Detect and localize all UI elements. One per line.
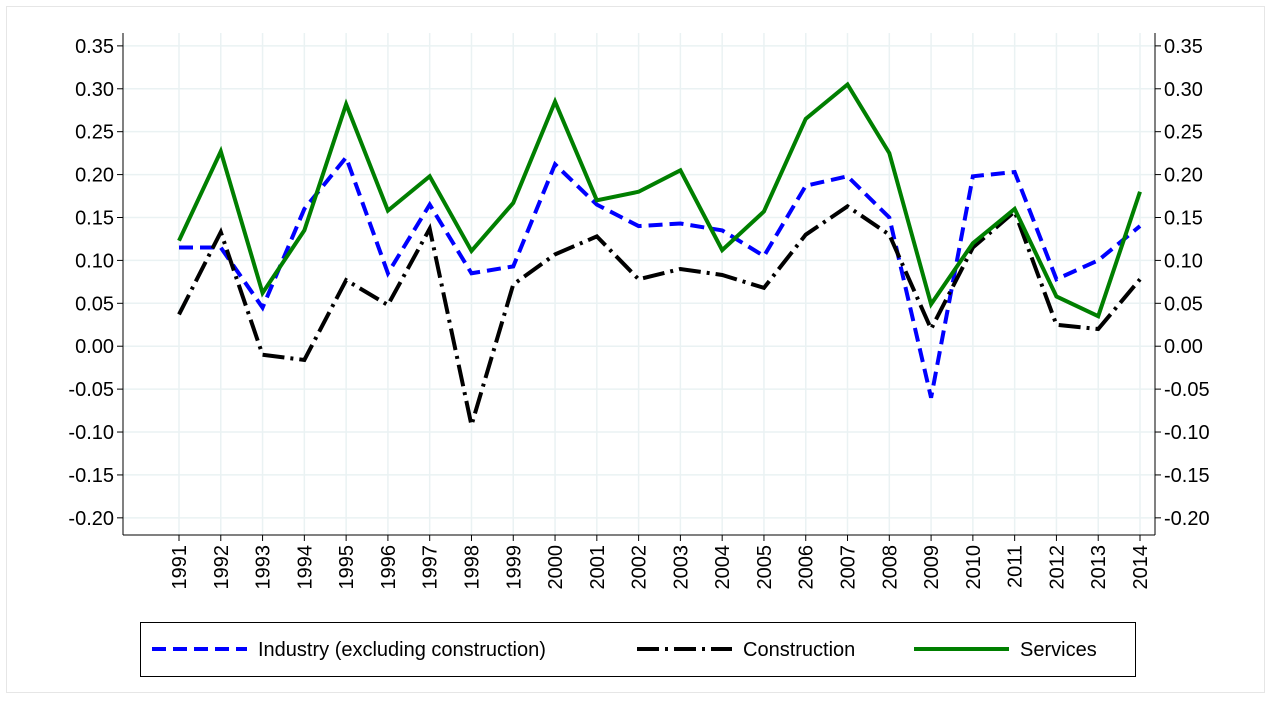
legend-label: Services [1020, 639, 1097, 661]
legend-label: Industry (excluding construction) [258, 639, 546, 661]
series-line [179, 153, 1142, 399]
x-tick-label: 1994 [294, 545, 316, 590]
x-tick-label: 2014 [1130, 545, 1152, 590]
y2-tick-label: 0.30 [1164, 79, 1203, 101]
y-tick-label: 0.15 [75, 207, 114, 229]
y-tick-label: 0.20 [75, 165, 114, 187]
y-tick-label: 0.10 [75, 250, 114, 272]
x-tick-label: 1992 [211, 545, 233, 590]
legend-label: Construction [743, 639, 855, 661]
y-tick-label: 0.25 [75, 122, 114, 144]
y2-tick-label: 0.25 [1164, 122, 1203, 144]
x-tick-label: 2013 [1088, 545, 1110, 590]
y2-tick-label: -0.05 [1164, 379, 1210, 401]
chart-frame [6, 6, 1265, 693]
x-tick-label: 2008 [879, 545, 901, 590]
series-line [177, 203, 1142, 426]
y-tick-label: -0.20 [68, 508, 114, 530]
x-tick-label: 2004 [712, 545, 734, 590]
y-tick-label: -0.10 [68, 422, 114, 444]
y2-tick-label: 0.35 [1164, 36, 1203, 58]
y2-tick-label: 0.15 [1164, 207, 1203, 229]
y-tick-label: 0.30 [75, 79, 114, 101]
series-line [177, 81, 1142, 319]
y2-tick-label: 0.20 [1164, 165, 1203, 187]
x-tick-label: 1999 [503, 545, 525, 590]
y-tick-label: 0.00 [75, 336, 114, 358]
y-tick-label: 0.35 [75, 36, 114, 58]
y2-tick-label: 0.05 [1164, 293, 1203, 315]
x-tick-label: 2003 [670, 545, 692, 590]
y2-tick-label: -0.20 [1164, 508, 1210, 530]
x-tick-label: 1997 [420, 545, 442, 590]
x-tick-label: 2000 [545, 545, 567, 590]
x-tick-label: 1993 [253, 545, 275, 590]
x-tick-label: 1996 [378, 545, 400, 590]
x-tick-label: 2006 [796, 545, 818, 590]
y2-tick-label: 0.00 [1164, 336, 1203, 358]
x-tick-label: 2011 [1005, 545, 1027, 588]
y2-tick-label: -0.10 [1164, 422, 1210, 444]
x-tick-label: 2009 [921, 545, 943, 590]
x-tick-label: 2002 [629, 545, 651, 590]
x-tick-label: 2007 [838, 545, 860, 590]
y-tick-label: -0.15 [68, 465, 114, 487]
y2-tick-label: -0.15 [1164, 465, 1210, 487]
x-tick-label: 2010 [963, 545, 985, 590]
x-tick-label: 1991 [169, 545, 191, 590]
x-tick-label: 2001 [587, 545, 609, 590]
x-tick-label: 1995 [336, 545, 358, 590]
x-tick-label: 2005 [754, 545, 776, 590]
y2-tick-label: 0.10 [1164, 250, 1203, 272]
y-tick-label: -0.05 [68, 379, 114, 401]
x-tick-label: 1998 [461, 545, 483, 590]
y-tick-label: 0.05 [75, 293, 114, 315]
x-tick-label: 2012 [1046, 545, 1068, 590]
